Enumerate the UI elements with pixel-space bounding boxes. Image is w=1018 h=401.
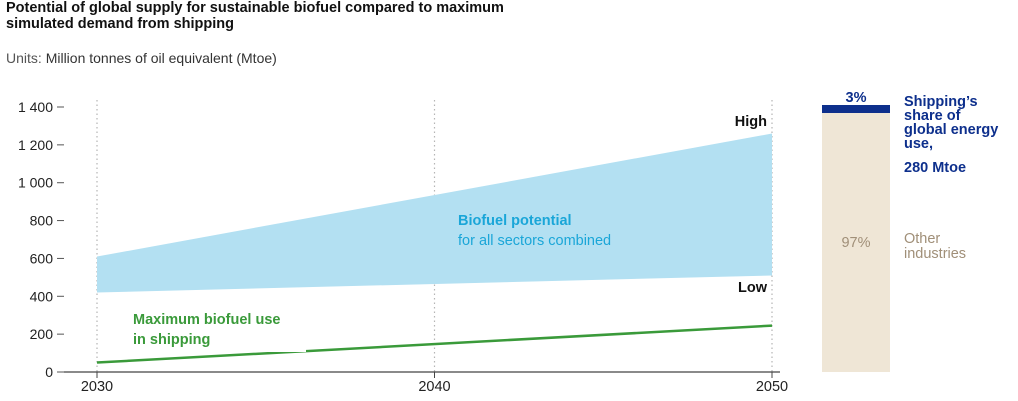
y-tick-label: 0 [45,364,53,380]
y-tick-label: 1 400 [18,99,53,115]
shipping-share-desc-line: Shipping’s [904,94,978,110]
shipping-label-line1: Maximum biofuel use [133,312,280,328]
shipping-label-backdrop [128,304,306,352]
x-tick-label: 2050 [756,379,788,395]
biofuel-potential-sublabel: for all sectors combined [458,233,611,249]
y-tick-label: 1 200 [18,137,53,153]
shipping-share-desc-line: use, [904,136,933,152]
units-line: Units: Million tonnes of oil equivalent … [6,50,277,66]
other-industries-desc-line: Other [904,231,940,247]
y-tick-label: 800 [30,213,54,229]
y-tick-label: 400 [30,288,54,304]
shipping-share-segment [822,105,890,114]
shipping-share-mtoe: 280 Mtoe [904,160,966,176]
high-label: High [735,114,767,130]
y-tick-label: 200 [30,326,54,342]
chart-title: Potential of global supply for sustainab… [6,0,504,32]
shipping-share-desc-line: global energy [904,122,998,138]
biofuel-potential-label: Biofuel potential [458,213,572,229]
units-key: Units: [6,50,42,66]
shipping-share-percent: 3% [846,90,867,106]
other-industries-segment [822,113,890,372]
other-industries-desc-line: industries [904,246,966,262]
units-value: Million tonnes of oil equivalent (Mtoe) [45,50,277,66]
other-share-percent: 97% [841,235,870,251]
x-tick-label: 2040 [418,379,450,395]
shipping-label-line2: in shipping [133,332,210,348]
y-tick-label: 1 000 [18,175,53,191]
shipping-share-desc-line: share of [904,108,961,124]
low-label: Low [738,280,768,296]
shipping-demand-line [96,324,773,364]
x-tick-label: 2030 [81,379,113,395]
y-tick-label: 600 [30,250,54,266]
biofuel-potential-band [97,133,772,293]
